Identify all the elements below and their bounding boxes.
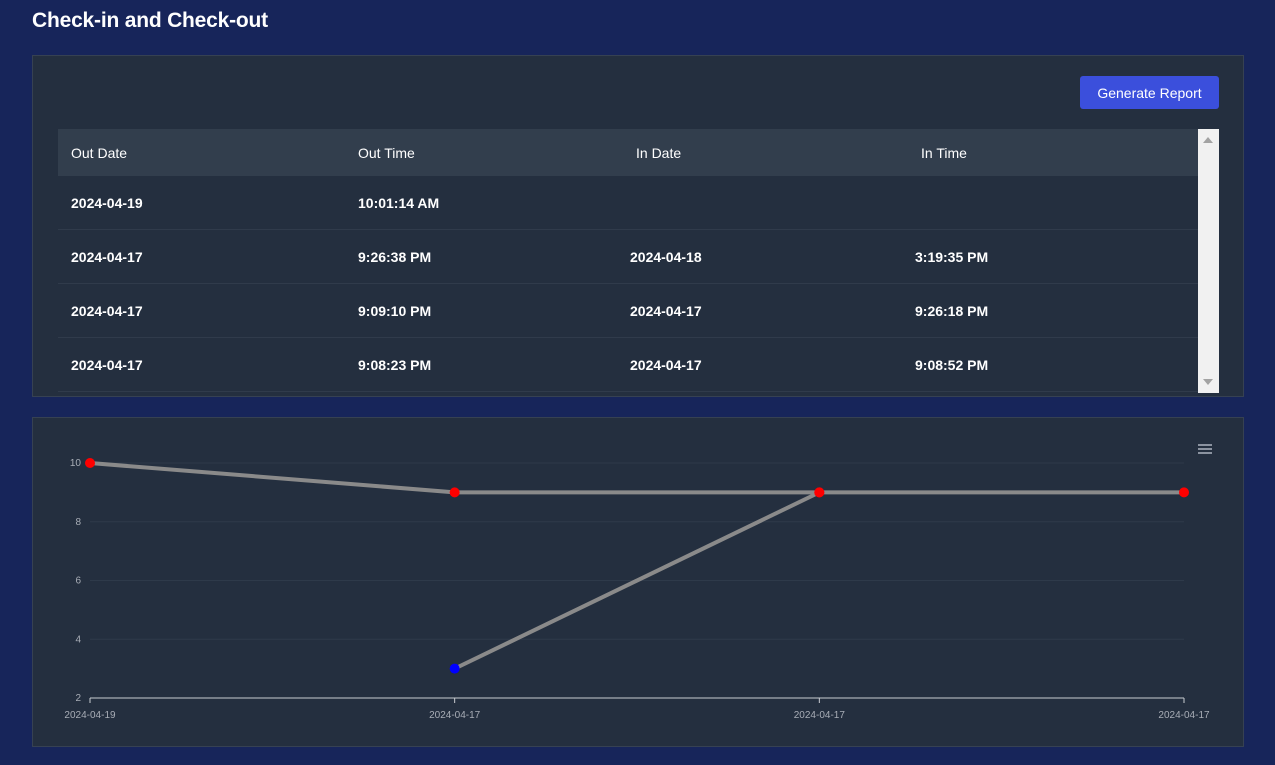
table-header-row: Out Date Out Time In Date In Time bbox=[58, 129, 1198, 176]
y-tick-label: 8 bbox=[75, 517, 81, 528]
out-time-cell: 10:01:14 AM bbox=[345, 176, 623, 230]
scroll-up-icon[interactable] bbox=[1203, 137, 1213, 143]
y-tick-label: 4 bbox=[75, 634, 81, 645]
in-date-cell: 2024-04-17 bbox=[623, 337, 908, 392]
out-date-cell: 2024-04-17 bbox=[58, 229, 345, 284]
in-date-cell bbox=[623, 176, 908, 230]
y-tick-label: 2 bbox=[75, 693, 81, 704]
x-tick-label: 2024-04-17 bbox=[429, 710, 481, 721]
table-row: 2024-04-17 9:26:38 PM 2024-04-18 3:19:35… bbox=[58, 229, 1198, 284]
in-time-cell: 9:08:52 PM bbox=[908, 337, 1198, 392]
check-log-table: Out Date Out Time In Date In Time 2024-0… bbox=[58, 129, 1198, 392]
table-row: 2024-04-19 10:01:14 AM bbox=[58, 176, 1198, 230]
chart-menu-icon[interactable] bbox=[1198, 444, 1212, 454]
table-row: 2024-04-17 9:09:10 PM 2024-04-17 9:26:18… bbox=[58, 283, 1198, 338]
column-header-in-date[interactable]: In Date bbox=[623, 129, 908, 176]
out-date-cell: 2024-04-17 bbox=[58, 337, 345, 392]
x-tick-label: 2024-04-19 bbox=[64, 710, 116, 721]
series-line-0 bbox=[89, 461, 1184, 495]
generate-report-button[interactable]: Generate Report bbox=[1080, 76, 1219, 109]
data-point-marker bbox=[1179, 487, 1189, 498]
data-point-marker bbox=[85, 458, 95, 468]
out-date-cell: 2024-04-17 bbox=[58, 283, 345, 338]
in-time-cell bbox=[908, 176, 1198, 230]
page-title: Check-in and Check-out bbox=[32, 9, 268, 32]
column-header-in-time[interactable]: In Time bbox=[908, 129, 1198, 176]
in-date-cell: 2024-04-17 bbox=[623, 283, 908, 338]
table-row: 2024-04-17 9:08:23 PM 2024-04-17 9:08:52… bbox=[58, 337, 1198, 392]
data-point-marker bbox=[814, 487, 825, 498]
check-chart-card: 2 4 6 8 10 2024-04-19 2024-04-17 2024-04-17 2024… bbox=[32, 417, 1244, 747]
check-log-table-container: Out Date Out Time In Date In Time 2024-0… bbox=[58, 129, 1198, 393]
in-time-cell: 3:19:35 PM bbox=[908, 229, 1198, 284]
x-tick-label: 2024-04-17 bbox=[794, 710, 846, 721]
in-date-cell: 2024-04-18 bbox=[623, 229, 908, 284]
out-time-cell: 9:26:38 PM bbox=[345, 229, 623, 284]
in-time-cell: 9:26:18 PM bbox=[908, 283, 1198, 338]
data-point-marker bbox=[449, 663, 460, 674]
data-point-marker bbox=[449, 487, 460, 498]
column-header-out-date[interactable]: Out Date bbox=[58, 129, 345, 176]
table-scrollbar[interactable] bbox=[1198, 129, 1219, 393]
x-tick-label: 2024-04-17 bbox=[1158, 710, 1210, 721]
out-time-cell: 9:09:10 PM bbox=[345, 283, 623, 338]
out-date-cell: 2024-04-19 bbox=[58, 176, 345, 230]
y-tick-label: 6 bbox=[75, 576, 81, 587]
out-time-cell: 9:08:23 PM bbox=[345, 337, 623, 392]
check-log-card: Generate Report Out Date Out Time In Dat… bbox=[32, 55, 1244, 397]
y-tick-label: 10 bbox=[70, 458, 82, 469]
line-chart: 2 4 6 8 10 2024-04-19 2024-04-17 2024-04-17 2024… bbox=[64, 458, 1210, 721]
scroll-down-icon[interactable] bbox=[1203, 379, 1213, 385]
column-header-out-time[interactable]: Out Time bbox=[345, 129, 623, 176]
series-line-1 bbox=[453, 490, 821, 671]
